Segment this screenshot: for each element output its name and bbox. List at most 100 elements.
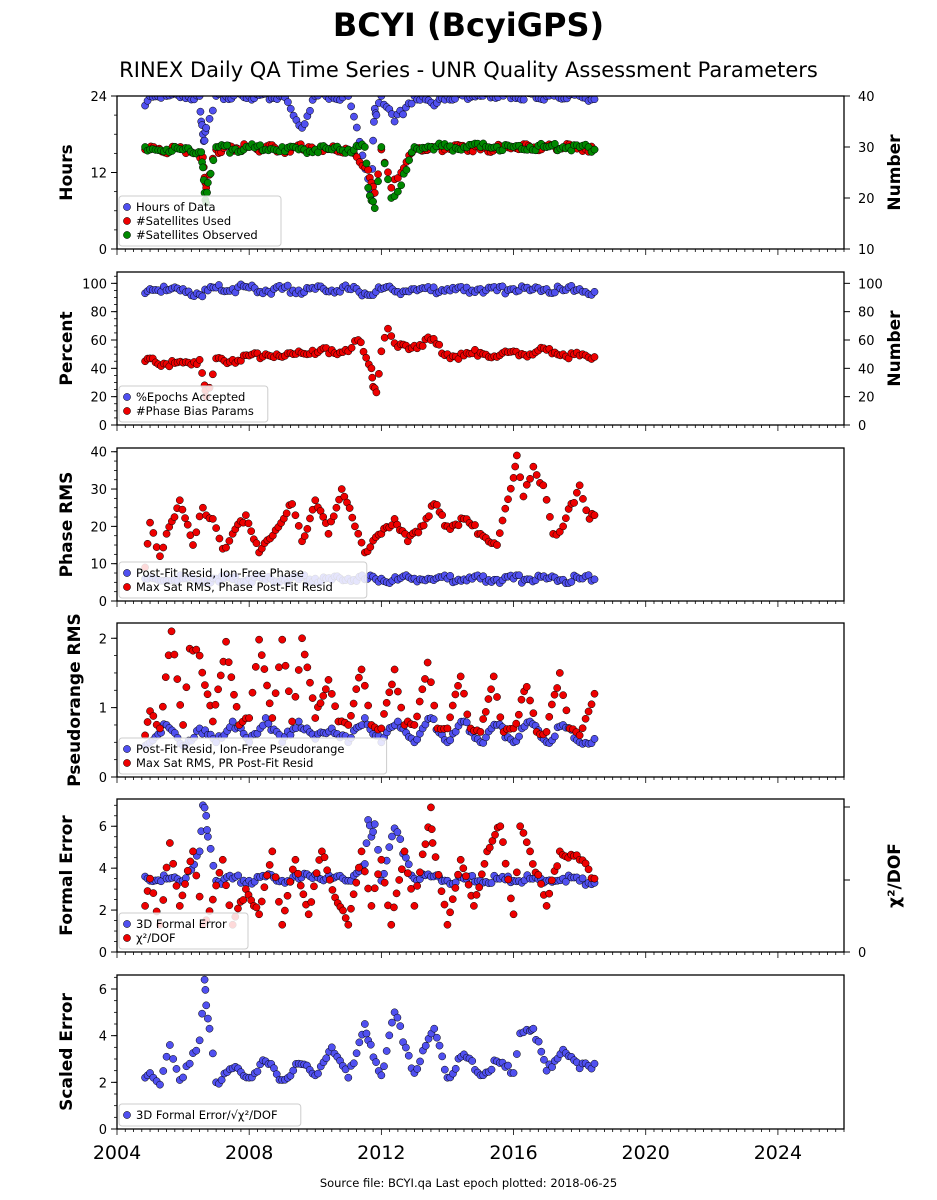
data-point bbox=[271, 873, 280, 881]
data-point bbox=[200, 975, 209, 984]
data-point bbox=[402, 166, 411, 174]
data-point bbox=[192, 528, 201, 537]
data-point bbox=[479, 715, 487, 723]
data-point bbox=[199, 163, 207, 172]
data-point bbox=[407, 99, 416, 108]
data-point bbox=[209, 156, 218, 165]
data-point bbox=[209, 861, 218, 870]
x-tick-label: 2008 bbox=[225, 1142, 273, 1164]
data-point bbox=[189, 541, 197, 549]
data-point bbox=[192, 1046, 201, 1055]
data-point bbox=[493, 693, 501, 701]
data-point bbox=[202, 811, 211, 820]
data-point bbox=[264, 719, 273, 728]
data-point bbox=[388, 1018, 396, 1027]
data-point bbox=[388, 680, 396, 689]
data-point bbox=[172, 882, 181, 890]
data-point bbox=[360, 143, 369, 151]
data-point bbox=[519, 492, 528, 501]
right-y-tick-label: 10 bbox=[858, 243, 875, 258]
data-point bbox=[152, 543, 161, 551]
data-point bbox=[291, 692, 300, 701]
data-point bbox=[170, 513, 179, 521]
data-point bbox=[509, 474, 518, 482]
data-point bbox=[183, 520, 192, 529]
data-point bbox=[175, 902, 184, 910]
data-point bbox=[396, 1022, 405, 1030]
data-point bbox=[251, 663, 260, 671]
data-point bbox=[314, 1069, 322, 1078]
data-point bbox=[526, 696, 534, 705]
legend-box bbox=[118, 912, 249, 950]
data-point bbox=[587, 700, 596, 709]
data-point bbox=[239, 896, 248, 904]
y-axis-label: Percent bbox=[57, 311, 77, 385]
legend-label: %Epochs Accepted bbox=[136, 390, 245, 404]
data-point bbox=[316, 699, 325, 708]
legend-label: #Satellites Used bbox=[136, 214, 231, 228]
data-point bbox=[352, 685, 361, 693]
data-point bbox=[284, 687, 293, 696]
y-tick-label: 60 bbox=[90, 334, 107, 349]
legend-marker bbox=[123, 407, 131, 415]
data-point bbox=[425, 512, 433, 521]
y-tick-label: 2 bbox=[99, 632, 107, 647]
data-point bbox=[364, 701, 372, 710]
data-point bbox=[421, 675, 429, 683]
data-point bbox=[159, 896, 168, 904]
data-point bbox=[252, 903, 261, 912]
data-point bbox=[368, 373, 377, 382]
data-point bbox=[438, 1052, 447, 1061]
data-point bbox=[341, 914, 350, 922]
y-axis-label: Scaled Error bbox=[57, 993, 77, 1111]
data-point bbox=[200, 136, 209, 145]
data-point bbox=[542, 495, 551, 504]
data-point bbox=[146, 874, 154, 883]
data-point bbox=[222, 543, 230, 552]
data-point bbox=[284, 98, 292, 106]
y-axis-label: Hours bbox=[57, 144, 77, 201]
x-tick-label: 2016 bbox=[489, 1142, 537, 1164]
data-point bbox=[196, 107, 205, 116]
y-tick-label: 40 bbox=[90, 362, 107, 377]
data-point bbox=[320, 853, 329, 862]
legend-label: Max Sat RMS, Phase Post-Fit Resid bbox=[136, 580, 333, 594]
data-point bbox=[278, 920, 287, 929]
data-point bbox=[384, 168, 392, 177]
chart-title: BCYI (BcyiGPS) bbox=[332, 6, 605, 44]
data-point bbox=[578, 724, 587, 733]
data-point bbox=[377, 1071, 386, 1080]
data-point bbox=[380, 333, 389, 342]
plot-frame bbox=[116, 95, 845, 250]
data-point bbox=[454, 681, 462, 690]
data-point bbox=[530, 89, 537, 96]
data-point bbox=[355, 863, 363, 872]
data-point bbox=[308, 694, 317, 702]
series-0 bbox=[141, 280, 599, 301]
series-1 bbox=[141, 627, 599, 740]
right-y-tick-label: 40 bbox=[858, 90, 875, 105]
data-point bbox=[377, 724, 386, 733]
data-point bbox=[225, 537, 234, 545]
data-point bbox=[553, 862, 562, 870]
data-point bbox=[265, 699, 274, 708]
legend-box bbox=[118, 737, 388, 775]
x-tick-label: 2012 bbox=[357, 1142, 405, 1164]
data-point bbox=[578, 874, 587, 883]
data-point bbox=[397, 703, 406, 712]
data-point bbox=[590, 96, 599, 104]
data-point bbox=[462, 872, 470, 880]
data-point bbox=[146, 518, 154, 527]
right-y-axis-label: Number bbox=[885, 134, 905, 211]
data-point bbox=[366, 1040, 375, 1049]
data-point bbox=[291, 511, 300, 520]
y-axis-label: Formal Error bbox=[57, 815, 77, 936]
data-point bbox=[446, 736, 455, 745]
data-point bbox=[522, 682, 531, 691]
data-point bbox=[349, 1059, 358, 1068]
data-point bbox=[380, 1062, 388, 1071]
data-point bbox=[202, 124, 211, 132]
data-point bbox=[294, 666, 303, 674]
data-point bbox=[161, 673, 170, 682]
